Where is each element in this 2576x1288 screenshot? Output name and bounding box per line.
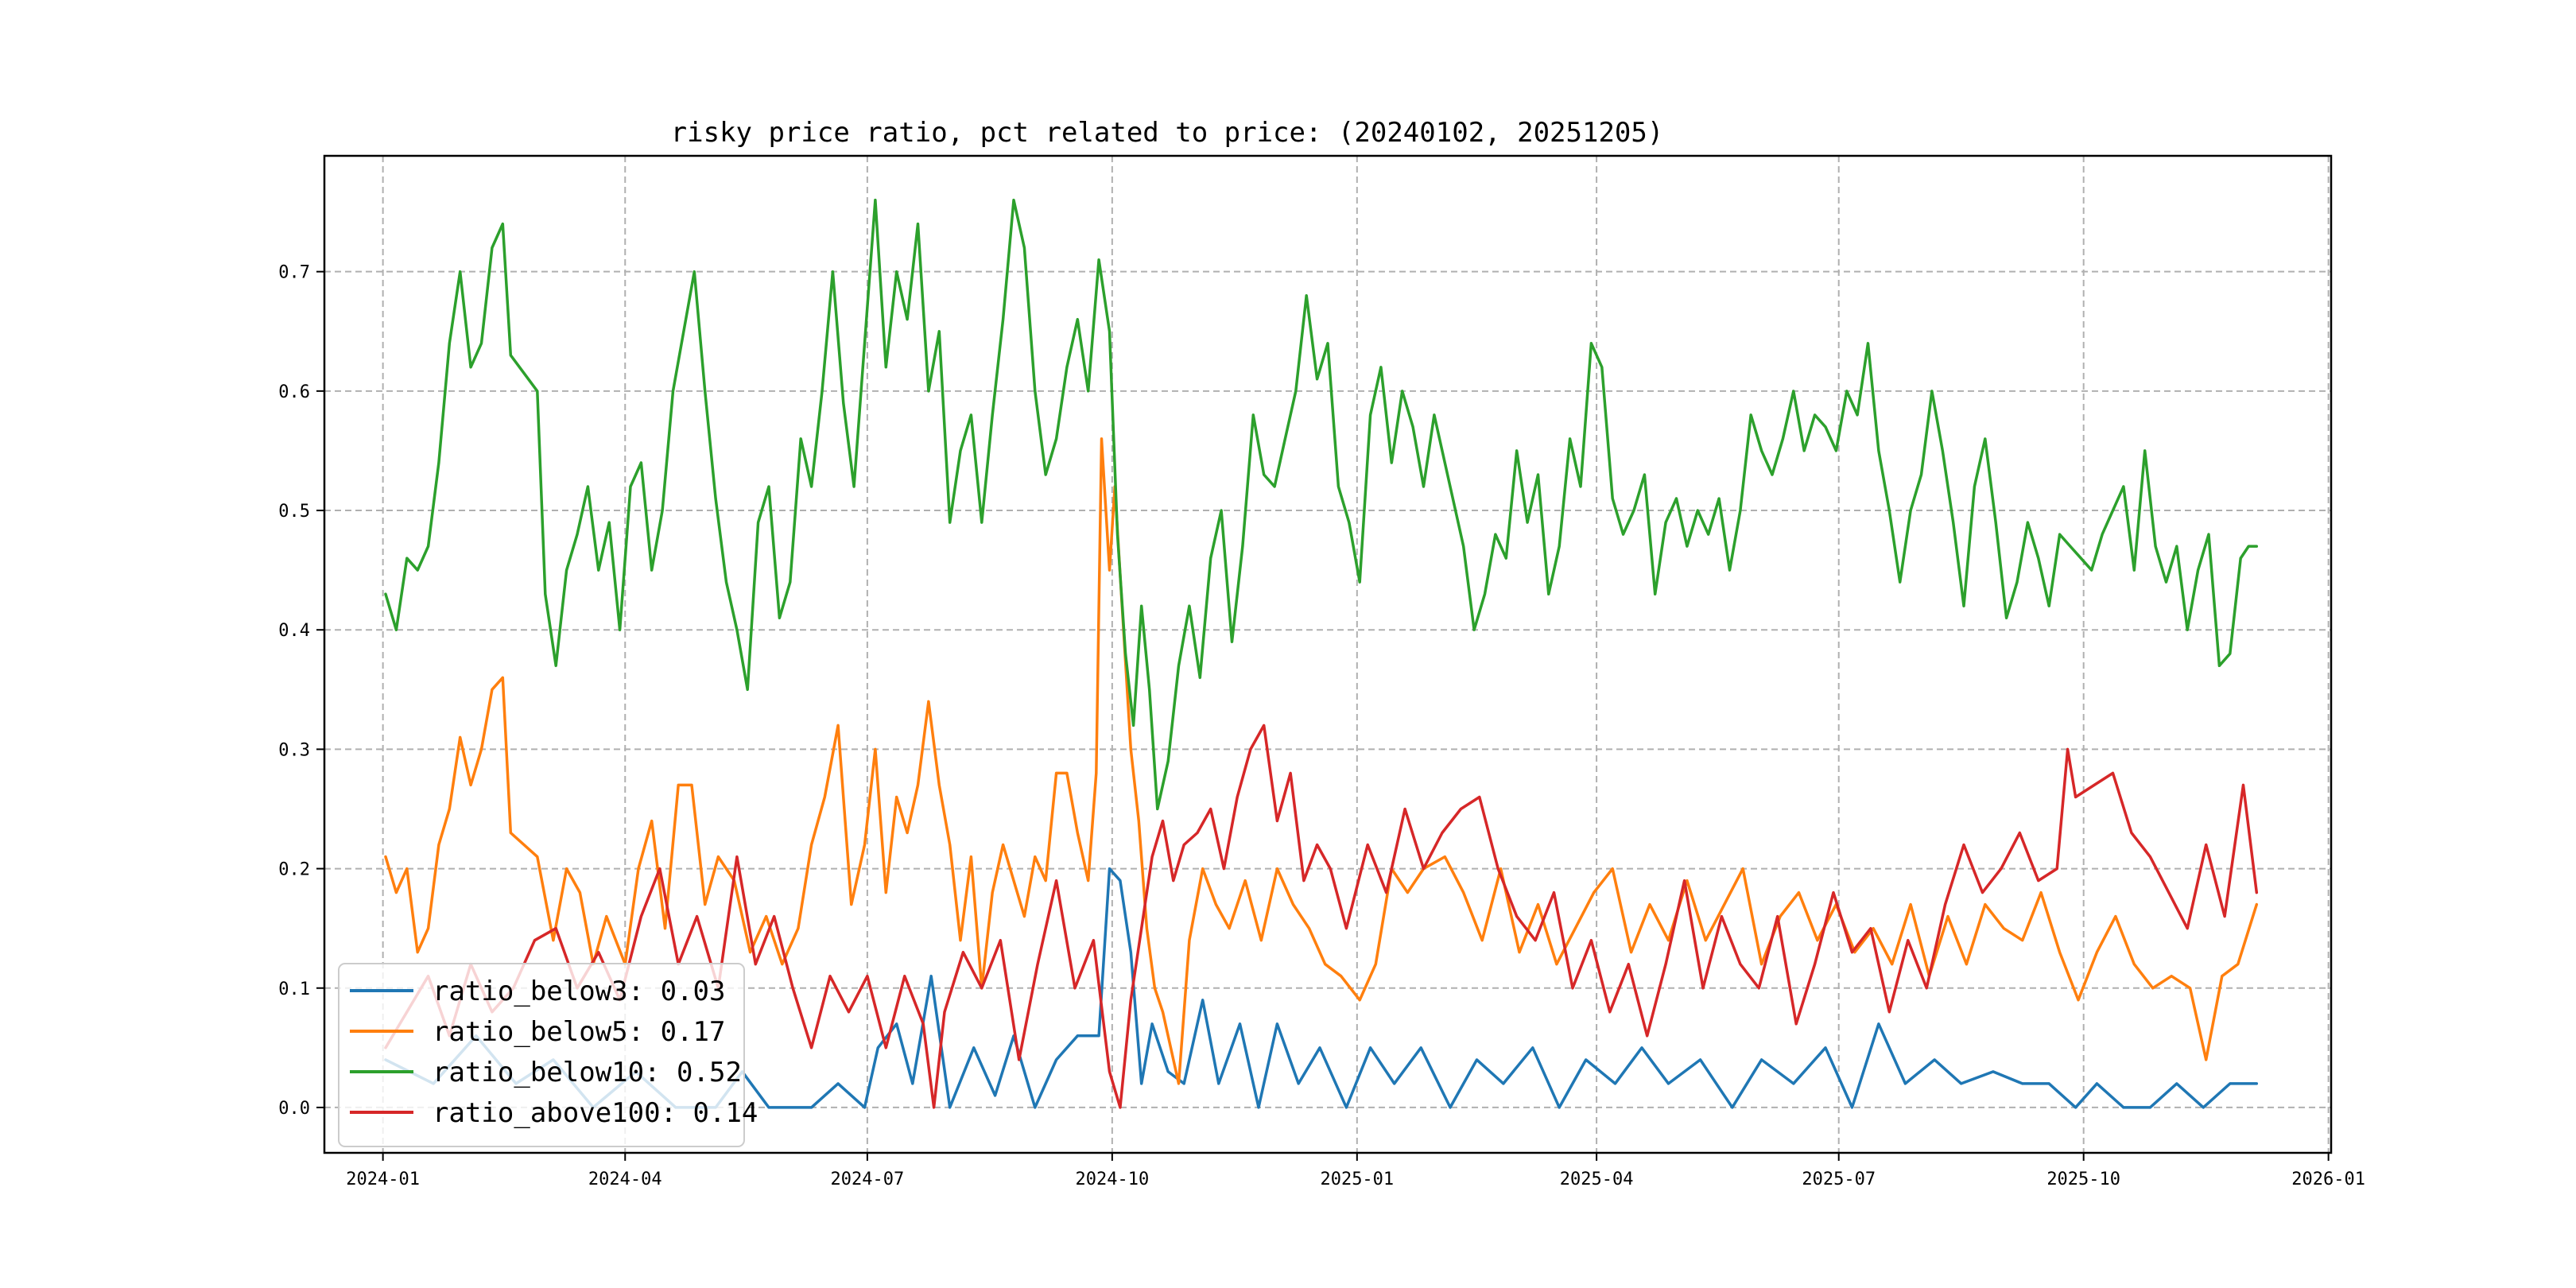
y-tick-label: 0.0 — [278, 1099, 310, 1119]
x-tick-label: 2024-10 — [1075, 1170, 1149, 1189]
x-tick-label: 2025-10 — [2046, 1170, 2120, 1189]
chart-title: risky price ratio, pct related to price:… — [671, 117, 1664, 149]
legend-box — [338, 963, 745, 1147]
legend-label: ratio_below3: 0.03 — [433, 976, 725, 1007]
series-layer — [384, 198, 2259, 1109]
y-tick-label: 0.7 — [278, 263, 310, 283]
series-line-ratio-below10 — [384, 198, 2259, 811]
x-tick-label: 2024-01 — [346, 1170, 420, 1189]
y-tick-label: 0.4 — [278, 621, 310, 641]
legend-label: ratio_below10: 0.52 — [433, 1057, 742, 1088]
series-line-ratio-above100 — [384, 724, 2259, 1109]
legend-label: ratio_above100: 0.14 — [433, 1097, 758, 1129]
legend-label: ratio_below5: 0.17 — [433, 1016, 725, 1048]
x-tick-label: 2025-04 — [1560, 1170, 1634, 1189]
y-tick-label: 0.3 — [278, 740, 310, 760]
y-tick-label: 0.5 — [278, 502, 310, 522]
y-tick-label: 0.1 — [278, 980, 310, 999]
x-tick-label: 2024-04 — [588, 1170, 662, 1189]
x-tick-label: 2024-07 — [831, 1170, 905, 1189]
y-tick-label: 0.2 — [278, 860, 310, 880]
x-axis: 2024-01 2024-04 2024-07 2024-10 2025-01 2025-… — [346, 1153, 2365, 1189]
series-line-ratio-below3 — [384, 867, 2259, 1109]
x-tick-label: 2026-01 — [2291, 1170, 2365, 1189]
legend: ratio_below3: 0.03 ratio_below5: 0.17 rati… — [338, 963, 758, 1147]
y-axis: 0.0 0.1 0.2 0.3 0.4 0.5 0.6 0.7 — [278, 263, 324, 1119]
x-tick-label: 2025-01 — [1320, 1170, 1394, 1189]
series-line-ratio-below5 — [384, 437, 2259, 1085]
y-tick-label: 0.6 — [278, 382, 310, 402]
x-tick-label: 2025-07 — [1802, 1170, 1876, 1189]
plot-frame — [323, 154, 2333, 1154]
